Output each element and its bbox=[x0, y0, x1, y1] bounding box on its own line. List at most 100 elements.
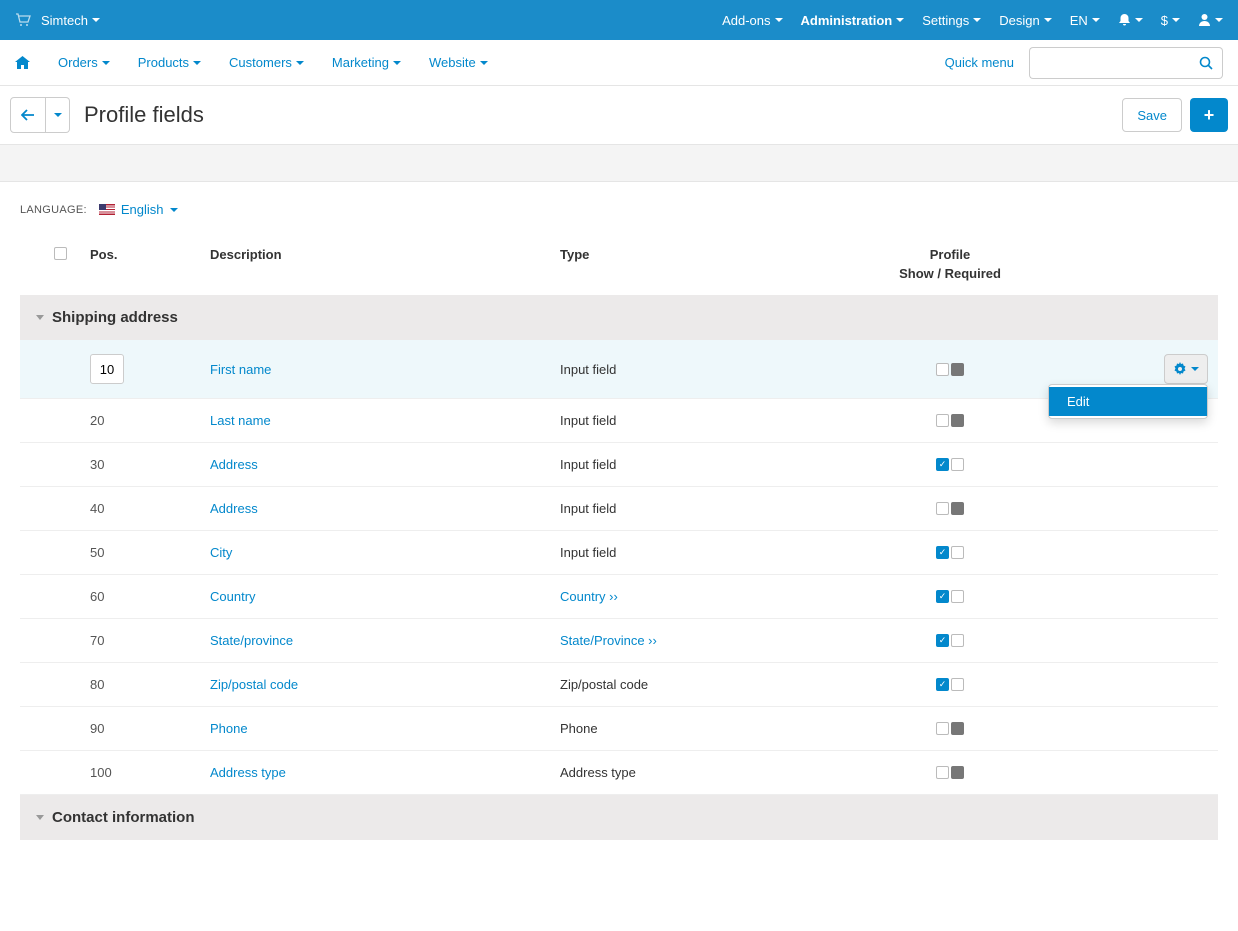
show-checkbox[interactable] bbox=[936, 590, 949, 603]
topbar-design[interactable]: Design bbox=[999, 13, 1051, 28]
search-group bbox=[1029, 47, 1223, 79]
caret-icon bbox=[1044, 18, 1052, 22]
back-button[interactable] bbox=[10, 97, 46, 133]
required-checkbox[interactable] bbox=[951, 678, 964, 691]
required-checkbox[interactable] bbox=[951, 634, 964, 647]
nav-customers[interactable]: Customers bbox=[229, 55, 304, 70]
show-checkbox[interactable] bbox=[936, 634, 949, 647]
col-profile-header: Profile Show / Required bbox=[850, 247, 1050, 281]
description-link[interactable]: Country bbox=[210, 589, 256, 604]
topbar-lang[interactable]: EN bbox=[1070, 13, 1100, 28]
nav-products[interactable]: Products bbox=[138, 55, 201, 70]
show-checkbox[interactable] bbox=[936, 766, 949, 779]
table-row: 20 Last name Input field bbox=[20, 399, 1218, 443]
nav-home[interactable] bbox=[15, 56, 30, 69]
type-text: Zip/postal code bbox=[560, 677, 648, 692]
col-type-header: Type bbox=[560, 247, 850, 281]
nav-marketing[interactable]: Marketing bbox=[332, 55, 401, 70]
nav-orders[interactable]: Orders bbox=[58, 55, 110, 70]
required-checkbox[interactable] bbox=[951, 590, 964, 603]
topbar-settings[interactable]: Settings bbox=[922, 13, 981, 28]
required-checkbox[interactable] bbox=[951, 363, 964, 376]
page-title: Profile fields bbox=[84, 102, 204, 128]
table-row: 30AddressInput field bbox=[20, 443, 1218, 487]
required-checkbox[interactable] bbox=[951, 546, 964, 559]
col-desc-header: Description bbox=[210, 247, 560, 281]
description-link[interactable]: Address type bbox=[210, 765, 286, 780]
show-checkbox[interactable] bbox=[936, 722, 949, 735]
type-text: Phone bbox=[560, 721, 598, 736]
flag-us-icon bbox=[99, 204, 115, 215]
show-checkbox[interactable] bbox=[936, 458, 949, 471]
description-link[interactable]: Address bbox=[210, 457, 258, 472]
table-row: 90PhonePhone bbox=[20, 707, 1218, 751]
section-title: Shipping address bbox=[52, 309, 178, 326]
topbar-currency[interactable]: $ bbox=[1161, 13, 1180, 28]
plus-icon: + bbox=[1204, 105, 1215, 126]
description-link[interactable]: City bbox=[210, 545, 232, 560]
type-link[interactable]: State/Province ›› bbox=[560, 633, 657, 648]
description-link[interactable]: Last name bbox=[210, 413, 271, 428]
type-text: Input field bbox=[560, 457, 616, 472]
description-link[interactable]: Zip/postal code bbox=[210, 677, 298, 692]
section-header[interactable]: Contact information bbox=[20, 795, 1218, 840]
add-button[interactable]: + bbox=[1190, 98, 1228, 132]
show-checkbox[interactable] bbox=[936, 502, 949, 515]
back-dropdown[interactable] bbox=[46, 97, 70, 133]
description-link[interactable]: First name bbox=[210, 362, 271, 377]
caret-icon bbox=[775, 18, 783, 22]
topbar-user[interactable] bbox=[1198, 13, 1223, 27]
show-checkbox[interactable] bbox=[936, 678, 949, 691]
type-text: Input field bbox=[560, 362, 616, 377]
save-button[interactable]: Save bbox=[1122, 98, 1182, 132]
topbar-addons[interactable]: Add-ons bbox=[722, 13, 782, 28]
caret-icon bbox=[170, 208, 178, 212]
search-input[interactable] bbox=[1029, 47, 1189, 79]
table-row: 50CityInput field bbox=[20, 531, 1218, 575]
required-checkbox[interactable] bbox=[951, 722, 964, 735]
description-link[interactable]: State/province bbox=[210, 633, 293, 648]
quick-menu[interactable]: Quick menu bbox=[945, 55, 1014, 70]
topbar-administration[interactable]: Administration bbox=[801, 13, 905, 28]
type-link[interactable]: Country ›› bbox=[560, 589, 618, 604]
caret-icon bbox=[973, 18, 981, 22]
description-link[interactable]: Address bbox=[210, 501, 258, 516]
position-text: 80 bbox=[90, 677, 104, 692]
show-checkbox[interactable] bbox=[936, 414, 949, 427]
brand-menu[interactable]: Simtech bbox=[41, 13, 100, 28]
topbar-notifications[interactable] bbox=[1118, 13, 1143, 27]
position-input[interactable] bbox=[90, 354, 124, 384]
required-checkbox[interactable] bbox=[951, 458, 964, 471]
section-header[interactable]: Shipping address bbox=[20, 295, 1218, 340]
content: LANGUAGE: English Pos. Description Type … bbox=[0, 182, 1238, 860]
table-row: 70State/provinceState/Province ›› bbox=[20, 619, 1218, 663]
show-checkbox[interactable] bbox=[936, 363, 949, 376]
type-text: Input field bbox=[560, 501, 616, 516]
dropdown-edit[interactable]: Edit bbox=[1049, 387, 1207, 416]
caret-icon bbox=[1172, 18, 1180, 22]
required-checkbox[interactable] bbox=[951, 414, 964, 427]
type-text: Input field bbox=[560, 545, 616, 560]
chevron-down-icon bbox=[36, 315, 44, 320]
topbar-right: Add-ons Administration Settings Design E… bbox=[722, 13, 1223, 28]
row-actions-button[interactable] bbox=[1164, 354, 1208, 384]
position-text: 60 bbox=[90, 589, 104, 604]
show-checkbox[interactable] bbox=[936, 546, 949, 559]
sections-container: Shipping address First name Input field Edi… bbox=[20, 295, 1218, 840]
grey-band bbox=[0, 144, 1238, 182]
page-header-right: Save + bbox=[1122, 98, 1228, 132]
table-row: 40AddressInput field bbox=[20, 487, 1218, 531]
caret-icon bbox=[1092, 18, 1100, 22]
home-icon bbox=[15, 56, 30, 69]
type-text: Input field bbox=[560, 413, 616, 428]
search-button[interactable] bbox=[1189, 47, 1223, 79]
required-checkbox[interactable] bbox=[951, 502, 964, 515]
caret-icon bbox=[193, 61, 201, 65]
required-checkbox[interactable] bbox=[951, 766, 964, 779]
position-text: 20 bbox=[90, 413, 104, 428]
description-link[interactable]: Phone bbox=[210, 721, 248, 736]
language-value[interactable]: English bbox=[99, 202, 178, 217]
select-all-checkbox[interactable] bbox=[54, 247, 67, 260]
caret-icon bbox=[92, 18, 100, 22]
nav-website[interactable]: Website bbox=[429, 55, 488, 70]
